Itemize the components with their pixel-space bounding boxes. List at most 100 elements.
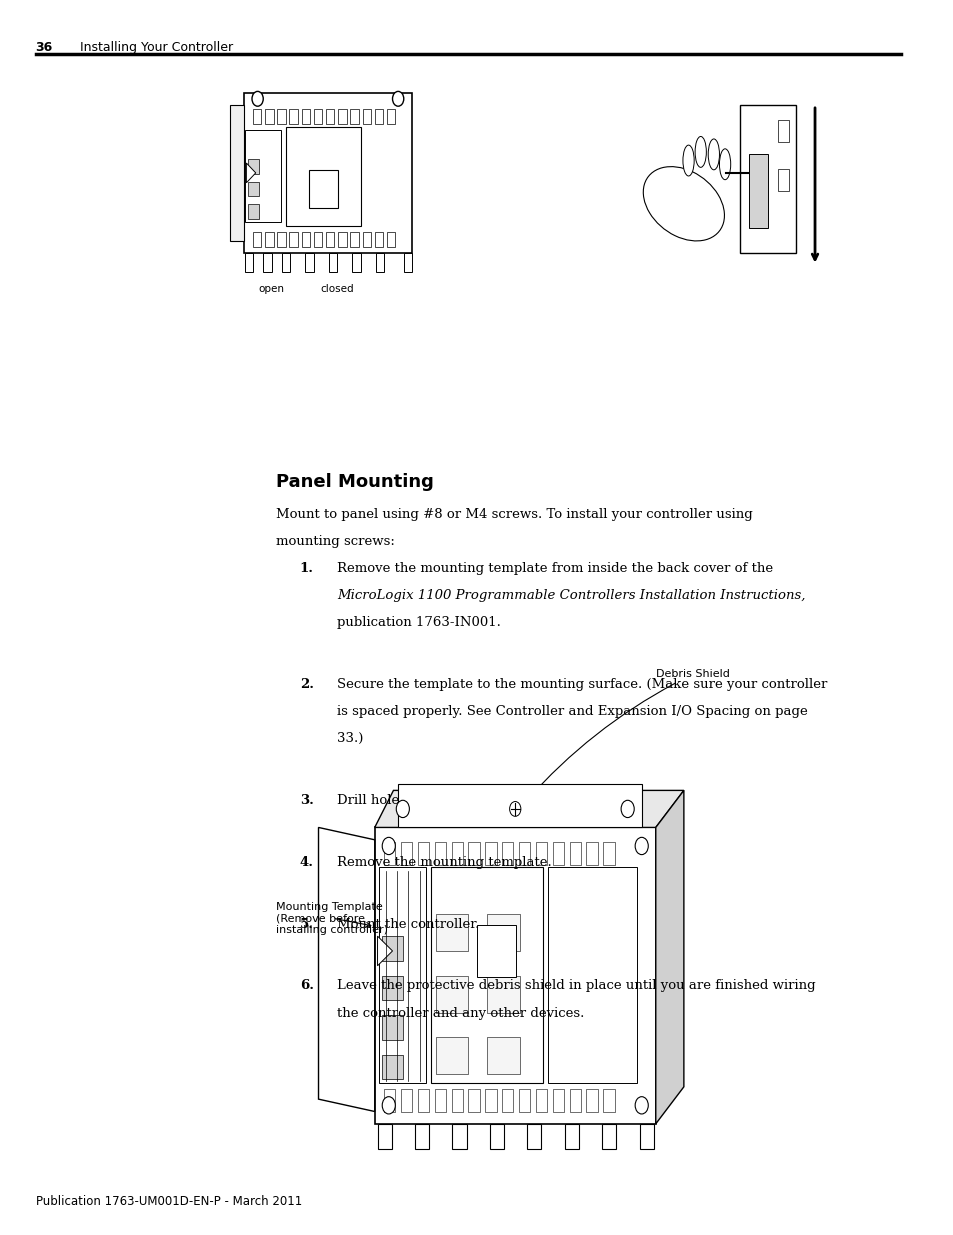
Polygon shape [318, 827, 375, 1112]
Bar [485, 1089, 496, 1112]
Ellipse shape [707, 140, 719, 170]
Circle shape [635, 1097, 648, 1114]
Bar [375, 109, 383, 124]
Bar [451, 842, 462, 864]
Circle shape [509, 802, 520, 816]
Circle shape [635, 837, 648, 855]
Text: 3.: 3. [299, 794, 314, 808]
Bar [382, 1055, 402, 1079]
Text: 6.: 6. [299, 979, 314, 993]
Circle shape [382, 837, 395, 855]
Bar [248, 159, 259, 174]
Bar [501, 842, 513, 864]
Bar [777, 169, 788, 191]
Bar [350, 109, 358, 124]
Bar [244, 253, 253, 272]
Text: the controller and any other devices.: the controller and any other devices. [337, 1007, 584, 1020]
Bar [286, 127, 360, 226]
Bar [602, 842, 614, 864]
Bar [536, 1089, 546, 1112]
Polygon shape [246, 163, 255, 183]
Bar [377, 1124, 391, 1149]
Ellipse shape [719, 149, 730, 180]
Polygon shape [655, 790, 683, 1124]
Bar [277, 232, 286, 247]
Bar [639, 1124, 653, 1149]
Bar [564, 1124, 578, 1149]
Bar [387, 109, 395, 124]
Text: open: open [258, 284, 284, 294]
Bar [375, 827, 655, 1124]
Text: 4.: 4. [299, 856, 314, 869]
Bar [289, 232, 297, 247]
Bar [452, 1124, 466, 1149]
Bar [436, 1037, 468, 1074]
Text: Panel Mounting: Panel Mounting [276, 473, 434, 492]
Circle shape [382, 1097, 395, 1114]
Circle shape [395, 800, 409, 818]
Bar [382, 1015, 402, 1040]
Bar [230, 105, 243, 241]
Bar [305, 253, 314, 272]
Bar [417, 1089, 429, 1112]
Bar [263, 253, 272, 272]
Bar [417, 842, 429, 864]
Bar [375, 232, 383, 247]
Text: Secure the template to the mounting surface. (Make sure your controller: Secure the template to the mounting surf… [337, 678, 827, 692]
Bar [248, 204, 259, 219]
Bar [501, 1089, 513, 1112]
Text: mounting screws:: mounting screws: [276, 535, 395, 548]
Bar [777, 120, 788, 142]
Bar [375, 253, 384, 272]
Bar [552, 1089, 563, 1112]
Bar [569, 842, 580, 864]
FancyBboxPatch shape [243, 93, 412, 253]
Bar [487, 976, 519, 1013]
Text: 5.: 5. [299, 918, 314, 931]
Bar [400, 1089, 412, 1112]
Bar [586, 1089, 598, 1112]
Circle shape [620, 800, 634, 818]
Bar [536, 842, 546, 864]
Bar [337, 109, 346, 124]
Bar [468, 1089, 479, 1112]
Bar [569, 1089, 580, 1112]
Circle shape [252, 91, 263, 106]
Bar [436, 914, 468, 951]
Bar [382, 936, 402, 961]
Bar [277, 109, 286, 124]
Text: 2.: 2. [299, 678, 314, 692]
Bar [518, 1089, 530, 1112]
Text: publication 1763-IN001.: publication 1763-IN001. [337, 616, 500, 630]
Text: closed: closed [320, 284, 354, 294]
Text: MicroLogix 1100 Programmable Controllers Installation Instructions,: MicroLogix 1100 Programmable Controllers… [337, 589, 805, 603]
Text: Mount to panel using #8 or M4 screws. To install your controller using: Mount to panel using #8 or M4 screws. To… [276, 508, 752, 521]
Ellipse shape [695, 137, 705, 168]
Bar [301, 109, 310, 124]
Bar [314, 232, 322, 247]
Bar [400, 842, 412, 864]
Bar [382, 976, 402, 1000]
Bar [253, 232, 261, 247]
Bar [289, 109, 297, 124]
Bar [552, 842, 563, 864]
Text: is spaced properly. See Controller and Expansion I/O Spacing on page: is spaced properly. See Controller and E… [337, 705, 807, 719]
Bar [436, 976, 468, 1013]
Bar [468, 842, 479, 864]
Bar [547, 867, 637, 1083]
Bar [403, 253, 412, 272]
Bar [314, 109, 322, 124]
Polygon shape [377, 936, 392, 966]
Bar [248, 182, 259, 196]
Bar [487, 914, 519, 951]
Text: Publication 1763-UM001D-EN-P - March 2011: Publication 1763-UM001D-EN-P - March 201… [35, 1194, 301, 1208]
Text: Installing Your Controller: Installing Your Controller [79, 41, 233, 54]
Bar [397, 784, 641, 827]
Bar [265, 109, 274, 124]
Bar [435, 1089, 445, 1112]
Bar [384, 842, 395, 864]
Text: Leave the protective debris shield in place until you are finished wiring: Leave the protective debris shield in pl… [337, 979, 815, 993]
Bar [301, 232, 310, 247]
Bar [586, 842, 598, 864]
Text: 36: 36 [35, 41, 52, 54]
